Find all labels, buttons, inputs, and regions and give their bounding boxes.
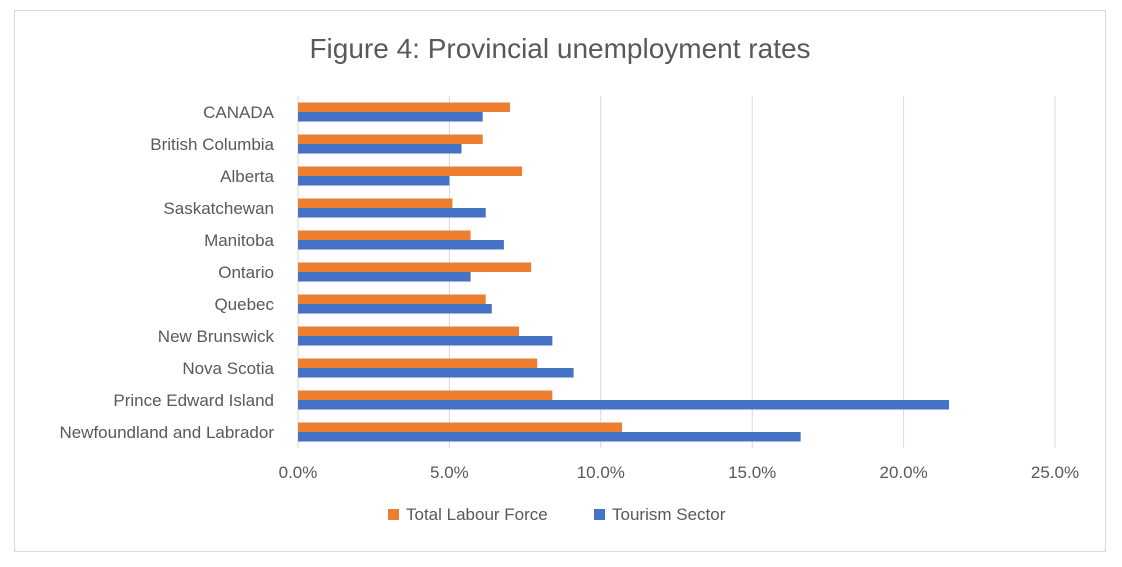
category-label: British Columbia bbox=[150, 135, 274, 154]
category-label: CANADA bbox=[203, 103, 275, 122]
category-label: Ontario bbox=[218, 263, 274, 282]
bar-total-labour-force bbox=[298, 326, 520, 336]
bar-total-labour-force bbox=[298, 390, 553, 400]
category-label: Alberta bbox=[220, 167, 274, 186]
category-label: Quebec bbox=[214, 295, 274, 314]
chart-frame: Figure 4: Provincial unemployment rates bbox=[14, 10, 1106, 552]
bar-tourism-sector bbox=[298, 400, 950, 410]
bar-total-labour-force bbox=[298, 230, 471, 240]
x-tick-label: 0.0% bbox=[279, 463, 318, 482]
category-label: Saskatchewan bbox=[163, 199, 274, 218]
bar-tourism-sector bbox=[298, 144, 462, 154]
x-tick-label: 25.0% bbox=[1031, 463, 1079, 482]
chart-title: Figure 4: Provincial unemployment rates bbox=[309, 33, 811, 64]
bar-total-labour-force bbox=[298, 102, 510, 112]
x-tick-label: 15.0% bbox=[728, 463, 776, 482]
category-label: Manitoba bbox=[204, 231, 274, 250]
bar-tourism-sector bbox=[298, 208, 486, 218]
bar-tourism-sector bbox=[298, 240, 504, 250]
bar-total-labour-force bbox=[298, 262, 532, 272]
bar-tourism-sector bbox=[298, 272, 471, 282]
category-label: Prince Edward Island bbox=[113, 391, 274, 410]
bar-total-labour-force bbox=[298, 294, 486, 304]
bar-tourism-sector bbox=[298, 176, 450, 186]
bar-tourism-sector bbox=[298, 432, 801, 442]
bar-tourism-sector bbox=[298, 336, 553, 346]
category-label: Newfoundland and Labrador bbox=[59, 423, 274, 442]
bar-tourism-sector bbox=[298, 304, 492, 314]
x-tick-label: 5.0% bbox=[430, 463, 469, 482]
legend-swatch-tourism-sector bbox=[594, 509, 605, 520]
category-label: New Brunswick bbox=[158, 327, 275, 346]
bar-total-labour-force bbox=[298, 358, 538, 368]
bar-total-labour-force bbox=[298, 134, 483, 144]
bar-tourism-sector bbox=[298, 112, 483, 122]
legend-swatch-total-labour-force bbox=[388, 509, 399, 520]
x-tick-label: 20.0% bbox=[879, 463, 927, 482]
bar-total-labour-force bbox=[298, 166, 523, 176]
x-tick-label: 10.0% bbox=[577, 463, 625, 482]
bar-tourism-sector bbox=[298, 368, 574, 378]
legend-label-total-labour-force: Total Labour Force bbox=[406, 505, 548, 524]
bar-total-labour-force bbox=[298, 198, 453, 208]
legend-label-tourism-sector: Tourism Sector bbox=[612, 505, 726, 524]
bar-total-labour-force bbox=[298, 422, 622, 432]
category-label: Nova Scotia bbox=[182, 359, 274, 378]
